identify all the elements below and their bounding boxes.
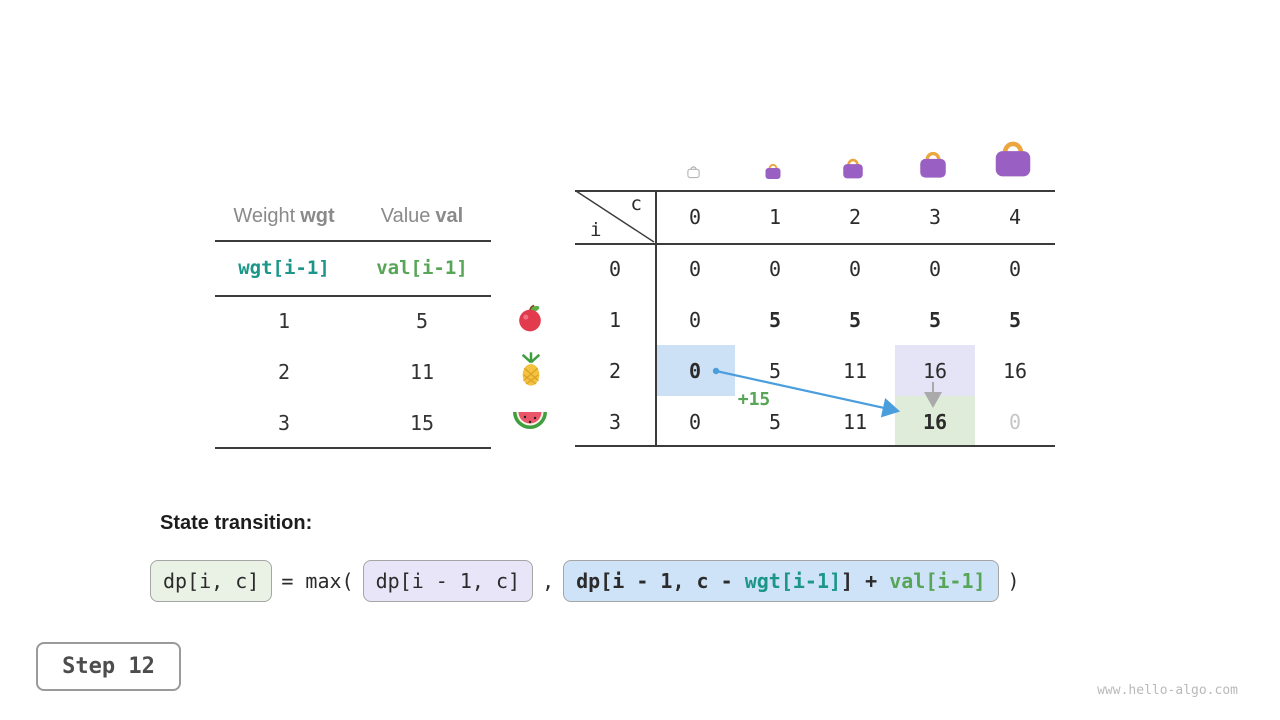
col-header-4: 4 [1008,204,1022,229]
dp-cell-3-1: 5 [768,409,782,434]
dp-cell-1-1: 5 [768,307,782,332]
dp-cell-0-1: 0 [768,256,782,281]
col-header-2: 2 [848,204,862,229]
col-header-3: 3 [928,204,942,229]
dp-cell-2-2: 11 [842,358,868,383]
item-3-weight: 3 [277,410,291,435]
dp-cell-3-4: 0 [1008,409,1022,434]
wgt-array-label: wgt[i-1] [238,256,330,279]
watermelon-icon [512,409,548,438]
bag-icon-0 [686,164,701,184]
formula-lhs: dp[i, c] [150,560,273,602]
item-3-value: 15 [409,410,435,435]
dp-cell-2-4: 16 [1002,358,1028,383]
dp-cell-0-3: 0 [928,256,942,281]
formula-term2-wgt: wgt[i-1] [744,569,842,593]
item-2-weight: 2 [277,359,291,384]
item-2-value: 11 [409,359,435,384]
dp-cell-3-0: 0 [688,409,702,434]
formula-term2-prefix: dp[i - 1, c - [576,569,745,593]
formula-term2-mid: ] + [841,569,890,593]
apple-icon [515,303,545,338]
dp-cell-0-4: 0 [1008,256,1022,281]
watermark: www.hello-algo.com [1097,683,1238,698]
row-header-3: 3 [608,409,622,434]
plus-value-annotation: +15 [737,389,771,410]
step-badge: Step 12 [36,642,181,691]
bag-icon-4 [990,135,1036,186]
val-array-label: val[i-1] [376,256,468,279]
state-transition-formula: dp[i, c] = max( dp[i - 1, c] , dp[i - 1,… [150,560,1020,602]
col-header-1: 1 [768,204,782,229]
dp-table: c i 0 1 2 3 4 0 0 0 0 0 0 1 0 5 5 5 5 2 [575,190,1055,447]
dp-cell-3-3: 16 [895,396,975,447]
formula-close-paren: ) [1007,569,1020,593]
pineapple-icon [516,350,546,393]
weight-column-header: Weight wgt [215,192,353,240]
wgt-code-label: wgt [300,204,335,227]
col-var-label: c [630,193,642,215]
bag-icon-3 [916,147,950,186]
dp-cell-1-2: 5 [848,307,862,332]
row-var-label: i [590,219,602,241]
value-label: Value [380,204,431,227]
dp-cell-2-3: 16 [895,345,975,396]
state-transition-label: State transition: [160,512,313,534]
formula-term2: dp[i - 1, c - wgt[i-1]] + val[i-1] [563,560,999,602]
value-column-header: Value val [353,192,491,240]
bag-icon-1 [763,161,783,186]
col-header-0: 0 [688,204,702,229]
row-header-0: 0 [608,256,622,281]
dp-cell-1-3: 5 [928,307,942,332]
dp-cell-1-4: 5 [1008,307,1022,332]
row-header-1: 1 [608,307,622,332]
item-1-value: 5 [415,308,429,333]
item-1-weight: 1 [277,308,291,333]
formula-comma: , [542,569,555,593]
row-header-2: 2 [608,358,622,383]
dp-cell-1-0: 0 [688,307,702,332]
dp-corner-cell: c i [575,190,655,243]
dp-cell-0-2: 0 [848,256,862,281]
formula-term1: dp[i - 1, c] [362,560,534,602]
dp-cell-0-0: 0 [688,256,702,281]
weight-label: Weight [233,204,296,227]
val-code-label: val [435,204,464,227]
dp-cell-2-0: 0 [655,345,735,396]
bag-icon-2 [840,155,866,186]
dp-cell-3-2: 11 [842,409,868,434]
formula-term2-val: val[i-1] [889,569,986,593]
items-table: Weight wgt Value val wgt[i-1] val[i-1] 1 5… [215,192,491,449]
formula-eq-max: = max( [281,569,354,593]
